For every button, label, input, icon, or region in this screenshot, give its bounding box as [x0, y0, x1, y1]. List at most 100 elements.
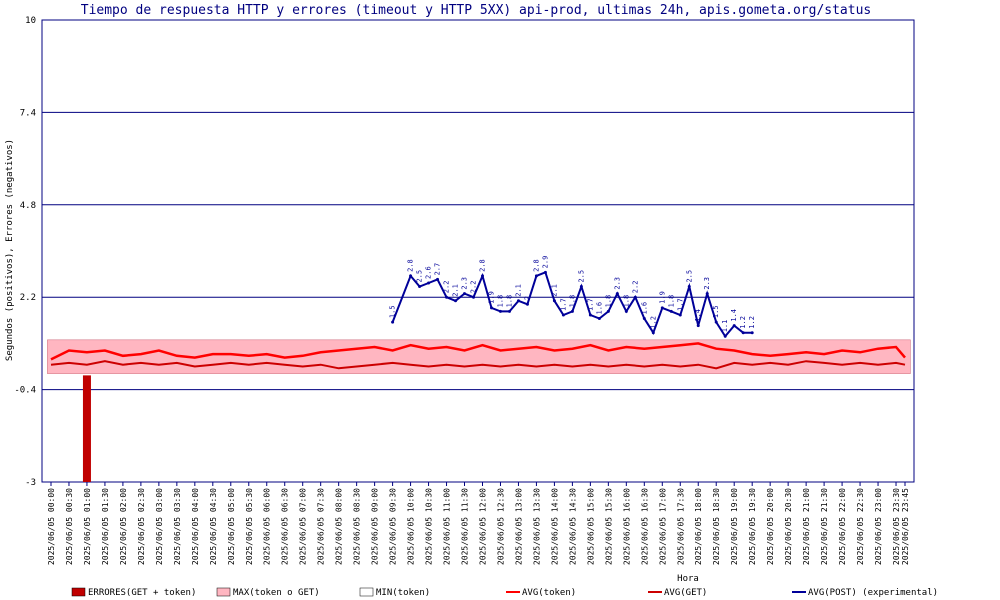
- data-label: 2.8: [532, 259, 540, 272]
- x-tick-label: 2025/06/05 06:00: [263, 488, 272, 565]
- x-tick-label: 2025/06/05 19:00: [730, 488, 739, 565]
- data-point: [427, 281, 431, 285]
- x-tick-label: 2025/06/05 10:00: [407, 488, 416, 565]
- x-tick-label: 2025/06/05 09:00: [371, 488, 380, 565]
- legend-swatch: [216, 587, 231, 597]
- x-tick-label: 2025/06/05 12:30: [496, 488, 505, 565]
- data-point: [714, 320, 718, 324]
- data-label: 1.2: [649, 316, 657, 329]
- x-tick-label: 2025/06/05 23:45: [901, 488, 910, 565]
- x-tick-label: 2025/06/05 00:00: [47, 488, 56, 565]
- data-label: 2.3: [703, 277, 711, 290]
- data-label: 1.7: [559, 298, 567, 311]
- series-line: [50, 360, 906, 370]
- data-point: [498, 309, 502, 313]
- error-bars: [82, 375, 91, 482]
- x-tick-label: 2025/06/05 07:00: [299, 488, 308, 565]
- x-tick-label: 2025/06/05 18:30: [712, 488, 721, 565]
- data-point: [534, 274, 538, 278]
- y-tick-label: 2.2: [20, 293, 36, 303]
- data-point: [480, 274, 484, 278]
- data-label: 1.7: [586, 298, 594, 311]
- data-label: 1.9: [658, 291, 666, 304]
- x-tick-label: 2025/06/05 02:00: [119, 488, 128, 565]
- data-label: 1.7: [676, 298, 684, 311]
- data-label: 2.8: [407, 259, 415, 272]
- chart-title: Tiempo de respuesta HTTP y errores (time…: [81, 3, 872, 18]
- data-point: [391, 320, 395, 324]
- data-label: 2.1: [452, 284, 460, 297]
- x-tick-label: 2025/06/05 00:30: [65, 488, 74, 565]
- y-axis-label: Segundos (positivos), Errores (negativos…: [5, 139, 15, 361]
- x-tick-label: 2025/06/05 20:30: [784, 488, 793, 565]
- data-point: [606, 309, 610, 313]
- x-tick-label: 2025/06/05 17:30: [676, 488, 685, 565]
- x-tick-label: 2025/06/05 22:30: [856, 488, 865, 565]
- series-line: [391, 270, 753, 338]
- data-point: [489, 306, 493, 310]
- data-label: 1.8: [622, 295, 630, 308]
- y-tick-label: 7.4: [20, 108, 36, 118]
- x-ticks: 2025/06/05 00:00 2025/06/05 00:30 2025/06/…: [47, 482, 910, 565]
- data-point: [588, 313, 592, 317]
- x-tick-label: 2025/06/05 15:30: [604, 488, 613, 565]
- data-label: 2.9: [541, 256, 549, 269]
- data-point: [705, 292, 709, 296]
- data-point: [561, 313, 565, 317]
- data-point: [750, 331, 754, 335]
- x-tick-label: 2025/06/05 12:00: [478, 488, 487, 565]
- x-tick-label: 2025/06/05 04:30: [209, 488, 218, 565]
- legend-label: MAX(token o GET): [233, 588, 320, 598]
- series-line: [50, 342, 906, 361]
- plot-grid: [41, 19, 915, 483]
- data-point: [660, 306, 664, 310]
- x-tick-label: 2025/06/05 08:30: [353, 488, 362, 565]
- x-tick-label: 2025/06/05 01:30: [101, 488, 110, 565]
- data-point: [633, 295, 637, 299]
- y-tick-label: 10: [25, 16, 36, 26]
- legend-label: AVG(token): [522, 588, 576, 598]
- data-label: 2.8: [478, 259, 486, 272]
- x-tick-label: 2025/06/05 20:00: [766, 488, 775, 565]
- data-point: [732, 324, 736, 328]
- x-tick-label: 2025/06/05 13:30: [532, 488, 541, 565]
- data-label: 1.2: [748, 316, 756, 329]
- data-point: [642, 317, 646, 321]
- x-tick-label: 2025/06/05 16:30: [640, 488, 649, 565]
- x-tick-label: 2025/06/05 15:00: [586, 488, 595, 565]
- x-tick-label: 2025/06/05 13:00: [514, 488, 523, 565]
- data-label: 2.1: [514, 284, 522, 297]
- data-point: [507, 309, 511, 313]
- data-label: 1.4: [730, 309, 738, 322]
- x-tick-label: 2025/06/05 22:00: [838, 488, 847, 565]
- data-label: 1.8: [505, 295, 513, 308]
- y-tick-label: 4.8: [20, 201, 36, 211]
- data-label: 2.1: [550, 284, 558, 297]
- data-label: 1.8: [496, 295, 504, 308]
- data-label: 2.2: [470, 281, 478, 294]
- x-tick-label: 2025/06/05 23:00: [874, 488, 883, 565]
- x-tick-label: 2025/06/05 11:00: [443, 488, 452, 565]
- x-tick-label: 2025/06/05 11:30: [461, 488, 470, 565]
- data-point: [552, 299, 556, 303]
- legend-label: AVG(POST) (experimental): [808, 588, 938, 598]
- y-tick-label: -0.4: [14, 386, 36, 396]
- data-point: [516, 299, 520, 303]
- data-point: [463, 292, 467, 296]
- legend-swatch: [359, 587, 374, 597]
- data-point: [543, 270, 547, 274]
- data-label: 1.1: [721, 320, 729, 333]
- data-point: [615, 292, 619, 296]
- x-tick-label: 2025/06/05 18:00: [694, 488, 703, 565]
- data-label: 2.2: [443, 281, 451, 294]
- y-tick-label: -3: [25, 478, 36, 488]
- x-tick-label: 2025/06/05 04:00: [191, 488, 200, 565]
- data-point: [579, 285, 583, 289]
- x-tick-label: 2025/06/05 10:30: [425, 488, 434, 565]
- data-label: 1.5: [712, 305, 720, 318]
- data-label: 1.8: [667, 295, 675, 308]
- x-tick-label: 2025/06/05 05:30: [245, 488, 254, 565]
- data-label: 1.6: [595, 302, 603, 315]
- legend-label: MIN(token): [376, 588, 430, 598]
